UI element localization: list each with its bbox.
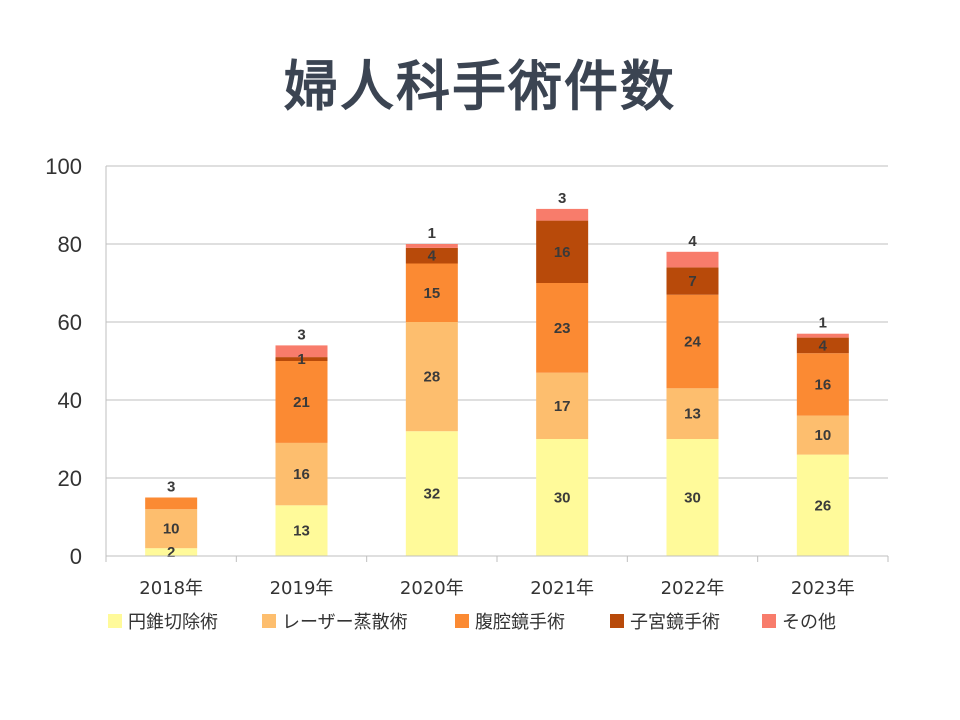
- data-label: 1: [428, 225, 436, 242]
- bar-segment: [405, 431, 458, 556]
- legend-swatch: [262, 614, 276, 628]
- data-label: 10: [814, 427, 831, 444]
- data-label: 3: [167, 479, 175, 496]
- data-label: 16: [814, 376, 831, 393]
- data-label: 21: [293, 394, 310, 411]
- bar-segment: [536, 220, 589, 283]
- bar-segment: [796, 415, 849, 455]
- data-label: 1: [297, 351, 305, 368]
- data-label: 3: [558, 190, 566, 207]
- legend-label: 円錐切除術: [128, 612, 218, 633]
- legend-item: レーザー蒸散術: [262, 612, 408, 633]
- data-label: 16: [293, 466, 310, 483]
- legend-label: 腹腔鏡手術: [475, 612, 565, 633]
- legend-swatch: [108, 614, 122, 628]
- bar-segment: [145, 509, 198, 549]
- y-tick-label: 0: [70, 544, 82, 569]
- legend-item: 腹腔鏡手術: [455, 612, 565, 633]
- bar-segment: [796, 353, 849, 416]
- bar-segment: [666, 388, 719, 439]
- x-tick-label: 2019年: [270, 578, 334, 599]
- bars: [145, 208, 849, 556]
- bar-segment: [145, 497, 198, 510]
- y-tick-label: 20: [58, 466, 82, 491]
- x-axis: 2018年 2019年 2020年 2021年 2022年 2023年: [105, 166, 889, 599]
- data-label: 28: [423, 369, 440, 386]
- bar-segment: [666, 251, 719, 268]
- x-tick-label: 2022年: [661, 578, 725, 599]
- data-label: 3: [297, 326, 305, 343]
- bar-segment: [536, 372, 589, 439]
- legend-swatch: [455, 614, 469, 628]
- legend-swatch: [762, 614, 776, 628]
- gridlines: [106, 165, 888, 479]
- legend-item: その他: [762, 612, 836, 633]
- bar-segment: [666, 439, 719, 556]
- data-label: 23: [554, 320, 571, 337]
- data-label: 1: [819, 315, 827, 332]
- data-label: 32: [423, 486, 440, 503]
- data-label: 30: [684, 490, 701, 507]
- bar-segment: [405, 263, 458, 322]
- legend-swatch: [610, 614, 624, 628]
- bar-segment: [405, 247, 458, 264]
- y-tick-label: 60: [58, 310, 82, 335]
- data-label: 7: [688, 273, 696, 290]
- y-axis-ticks: 0 20 40 60 80 100: [45, 154, 82, 569]
- data-label: 4: [688, 233, 697, 250]
- bar-segment: [405, 322, 458, 432]
- data-labels: 2103131621133228154130172316330132474261…: [163, 190, 831, 561]
- bar-segment: [796, 333, 849, 338]
- bar-segment: [275, 361, 328, 443]
- x-tick-label: 2023年: [791, 578, 855, 599]
- bar-segment: [796, 454, 849, 556]
- legend-label: その他: [782, 612, 836, 633]
- x-tick-label: 2021年: [530, 578, 594, 599]
- legend-label: レーザー蒸散術: [282, 612, 408, 633]
- bar-segment: [145, 548, 198, 556]
- legend-item: 円錐切除術: [108, 612, 218, 633]
- y-tick-label: 80: [58, 232, 82, 257]
- data-label: 15: [423, 285, 440, 302]
- y-tick-label: 40: [58, 388, 82, 413]
- bar-segment: [666, 294, 719, 389]
- bar-segment: [666, 267, 719, 295]
- bar-segment: [536, 439, 589, 556]
- legend: 円錐切除術 レーザー蒸散術 腹腔鏡手術 子宮鏡手術 その他: [108, 612, 836, 633]
- bar-segment: [275, 442, 328, 506]
- bar-segment: [405, 244, 458, 248]
- data-label: 26: [814, 497, 831, 514]
- bar-segment: [796, 337, 849, 354]
- chart-title: 婦人科手術件数: [284, 55, 676, 118]
- data-label: 13: [293, 523, 310, 540]
- data-label: 16: [554, 244, 571, 261]
- data-label: 24: [684, 334, 701, 351]
- bar-segment: [536, 283, 589, 373]
- data-label: 17: [554, 398, 571, 415]
- data-label: 10: [163, 521, 180, 538]
- bar-segment: [536, 208, 589, 221]
- data-label: 4: [819, 337, 828, 354]
- bar-segment: [275, 357, 328, 361]
- legend-item: 子宮鏡手術: [610, 612, 720, 633]
- data-label: 30: [554, 490, 571, 507]
- data-label: 13: [684, 406, 701, 423]
- x-tick-label: 2020年: [400, 578, 464, 599]
- data-label: 2: [167, 544, 175, 561]
- bar-segment: [275, 505, 328, 556]
- legend-label: 子宮鏡手術: [630, 612, 720, 633]
- data-label: 4: [428, 248, 437, 265]
- y-tick-label: 100: [45, 154, 82, 179]
- bar-segment: [275, 345, 328, 358]
- x-tick-label: 2018年: [139, 578, 203, 599]
